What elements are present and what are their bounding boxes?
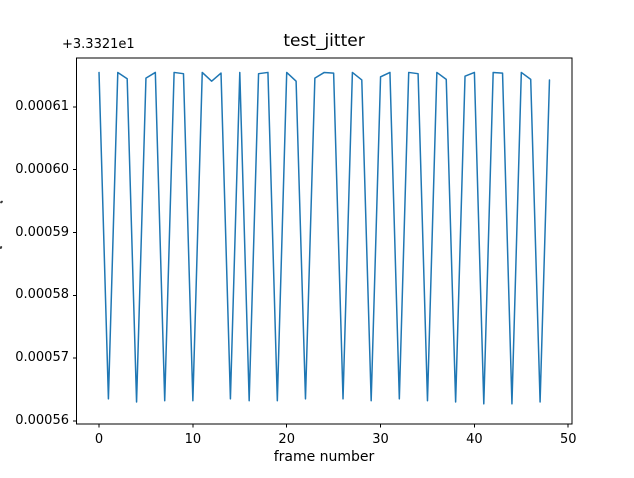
jitter-line	[98, 71, 551, 405]
y-tick-label: 0.00059	[15, 224, 69, 240]
x-tick-label: 20	[278, 432, 295, 447]
y-tick-label: 0.00061	[15, 98, 69, 114]
y-axis-offset-text: +3.3321e1	[62, 37, 135, 52]
x-axis-label: frame number	[273, 449, 375, 465]
chart-title: test_jitter	[283, 31, 365, 51]
x-tick-label: 10	[184, 432, 202, 447]
x-tick-label: 0	[94, 432, 104, 447]
axes-spines	[76, 57, 573, 425]
x-tick-label: 30	[372, 432, 389, 447]
y-tick-label: 0.00058	[15, 287, 69, 303]
y-tick-label: 0.00060	[15, 161, 69, 177]
x-tick-label: 50	[559, 432, 577, 447]
y-tick-label: 0.00057	[15, 350, 69, 366]
y-tick-label: 0.00056	[15, 412, 69, 428]
x-tick-label: 40	[466, 432, 483, 447]
